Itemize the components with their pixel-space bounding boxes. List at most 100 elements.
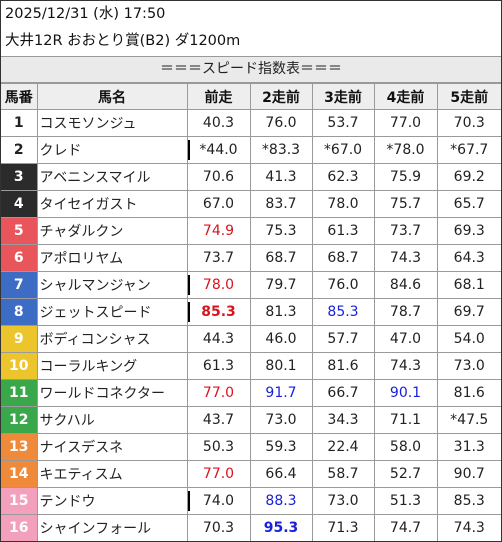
speed-index-cell: 71.3 xyxy=(311,514,375,541)
horse-name: シャインフォール xyxy=(36,514,188,541)
table-body: 1 コスモソンジュ 40.3 76.0 53.7 77.0 70.3 2 クレド *44.0 *83… xyxy=(1,109,501,541)
speed-index-cell: 78.7 xyxy=(373,298,438,326)
speed-index-cell: 80.1 xyxy=(249,352,313,380)
horse-number: 11 xyxy=(1,379,38,407)
speed-index-cell: 74.7 xyxy=(373,514,438,541)
speed-index-cell: 71.1 xyxy=(373,406,438,434)
speed-index-cell: 73.0 xyxy=(436,352,501,380)
speed-index-cell: 81.6 xyxy=(311,352,375,380)
speed-index-cell: 79.7 xyxy=(249,271,313,299)
horse-name: コーラルキング xyxy=(36,352,188,380)
horse-number: 14 xyxy=(1,460,38,488)
speed-index-cell: 50.3 xyxy=(186,433,251,461)
col-header-number: 馬番 xyxy=(1,83,38,110)
header-row: 馬番 馬名 前走 2走前 3走前 4走前 5走前 xyxy=(1,83,501,110)
speed-index-cell: 57.7 xyxy=(311,325,375,353)
speed-index-cell: 77.0 xyxy=(186,379,251,407)
speed-index-cell: 58.7 xyxy=(311,460,375,488)
speed-index-cell: 78.0 xyxy=(311,190,375,218)
speed-index-cell: 85.3 xyxy=(186,298,251,326)
speed-index-cell: 73.7 xyxy=(373,217,438,245)
table-row: 3 アベニンスマイル 70.6 41.3 62.3 75.9 69.2 xyxy=(1,163,501,191)
speed-index-cell: 68.7 xyxy=(249,244,313,272)
horse-name: ワールドコネクター xyxy=(36,379,188,407)
table-row: 8 ジェットスピード 85.3 81.3 85.3 78.7 69.7 xyxy=(1,298,501,326)
horse-number: 8 xyxy=(1,298,38,326)
speed-index-cell: 65.7 xyxy=(436,190,501,218)
speed-index-cell: 74.3 xyxy=(373,244,438,272)
horse-number: 1 xyxy=(1,109,38,137)
horse-name: コスモソンジュ xyxy=(36,109,188,137)
speed-index-cell: 40.3 xyxy=(186,109,251,137)
speed-index-cell: 75.7 xyxy=(373,190,438,218)
speed-index-cell: 62.3 xyxy=(311,163,375,191)
speed-index-cell: 77.0 xyxy=(373,109,438,137)
speed-index-cell: 46.0 xyxy=(249,325,313,353)
speed-index-cell: 85.3 xyxy=(436,487,501,515)
race-datetime: 2025/12/31 (水) 17:50 xyxy=(5,6,166,22)
speed-index-cell: *67.0 xyxy=(311,136,375,164)
speed-index-cell: 75.9 xyxy=(373,163,438,191)
speed-index-cell: 74.3 xyxy=(436,514,501,541)
speed-index-cell: 68.1 xyxy=(436,271,501,299)
col-header-4-races-ago: 4走前 xyxy=(373,83,438,110)
speed-index-cell: 81.6 xyxy=(436,379,501,407)
speed-index-cell: 73.0 xyxy=(311,487,375,515)
speed-index-cell: 69.7 xyxy=(436,298,501,326)
table-header: 馬番 馬名 前走 2走前 3走前 4走前 5走前 xyxy=(1,83,501,110)
speed-index-cell: 74.0 xyxy=(186,487,251,515)
horse-name: チャダルクン xyxy=(36,217,188,245)
speed-index-cell: 41.3 xyxy=(249,163,313,191)
speed-index-table: 馬番 馬名 前走 2走前 3走前 4走前 5走前 1 コスモソンジュ 40.3 76.… xyxy=(1,83,501,541)
horse-number: 4 xyxy=(1,190,38,218)
horse-name: ジェットスピード xyxy=(36,298,188,326)
speed-index-cell: 90.1 xyxy=(373,379,438,407)
col-header-last-race: 前走 xyxy=(186,83,251,110)
speed-index-cell: 64.3 xyxy=(436,244,501,272)
horse-number: 3 xyxy=(1,163,38,191)
speed-index-cell: 74.3 xyxy=(373,352,438,380)
speed-index-cell: 69.2 xyxy=(436,163,501,191)
speed-index-cell: 51.3 xyxy=(373,487,438,515)
col-header-horse-name: 馬名 xyxy=(36,83,188,110)
speed-index-cell: 52.7 xyxy=(373,460,438,488)
speed-index-cell: 66.7 xyxy=(311,379,375,407)
table-row: 14 キエティスム 77.0 66.4 58.7 52.7 90.7 xyxy=(1,460,501,488)
col-header-2-races-ago: 2走前 xyxy=(249,83,313,110)
table-row: 5 チャダルクン 74.9 75.3 61.3 73.7 69.3 xyxy=(1,217,501,245)
col-header-5-races-ago: 5走前 xyxy=(436,83,501,110)
speed-index-cell: 66.4 xyxy=(249,460,313,488)
speed-index-cell: 88.3 xyxy=(249,487,313,515)
table-row: 1 コスモソンジュ 40.3 76.0 53.7 77.0 70.3 xyxy=(1,109,501,137)
table-row: 4 タイセイガスト 67.0 83.7 78.0 75.7 65.7 xyxy=(1,190,501,218)
speed-index-cell: 76.0 xyxy=(311,271,375,299)
speed-index-cell: 61.3 xyxy=(311,217,375,245)
speed-index-cell: 44.3 xyxy=(186,325,251,353)
horse-number: 2 xyxy=(1,136,38,164)
horse-name: タイセイガスト xyxy=(36,190,188,218)
horse-number: 15 xyxy=(1,487,38,515)
speed-index-cell: *47.5 xyxy=(436,406,501,434)
horse-number: 16 xyxy=(1,514,38,541)
table-row: 6 アポロリヤム 73.7 68.7 68.7 74.3 64.3 xyxy=(1,244,501,272)
speed-index-cell: 77.0 xyxy=(186,460,251,488)
horse-number: 7 xyxy=(1,271,38,299)
table-row: 10 コーラルキング 61.3 80.1 81.6 74.3 73.0 xyxy=(1,352,501,380)
speed-index-cell: 75.3 xyxy=(249,217,313,245)
race-title: 大井12R おおとり賞(B2) ダ1200m xyxy=(5,33,241,49)
speed-index-cell: 73.0 xyxy=(249,406,313,434)
speed-index-cell: *83.3 xyxy=(249,136,313,164)
table-title: ＝＝＝スピード指数表＝＝＝ xyxy=(1,56,501,83)
speed-index-cell: *67.7 xyxy=(436,136,501,164)
horse-name: サクハル xyxy=(36,406,188,434)
table-row: 9 ボディコンシャス 44.3 46.0 57.7 47.0 54.0 xyxy=(1,325,501,353)
speed-index-cell: 54.0 xyxy=(436,325,501,353)
col-header-3-races-ago: 3走前 xyxy=(311,83,375,110)
speed-index-cell: *44.0 xyxy=(186,136,251,164)
speed-index-cell: 74.9 xyxy=(186,217,251,245)
horse-name: テンドウ xyxy=(36,487,188,515)
speed-index-cell: 67.0 xyxy=(186,190,251,218)
table-row: 12 サクハル 43.7 73.0 34.3 71.1 *47.5 xyxy=(1,406,501,434)
speed-index-cell: *78.0 xyxy=(373,136,438,164)
